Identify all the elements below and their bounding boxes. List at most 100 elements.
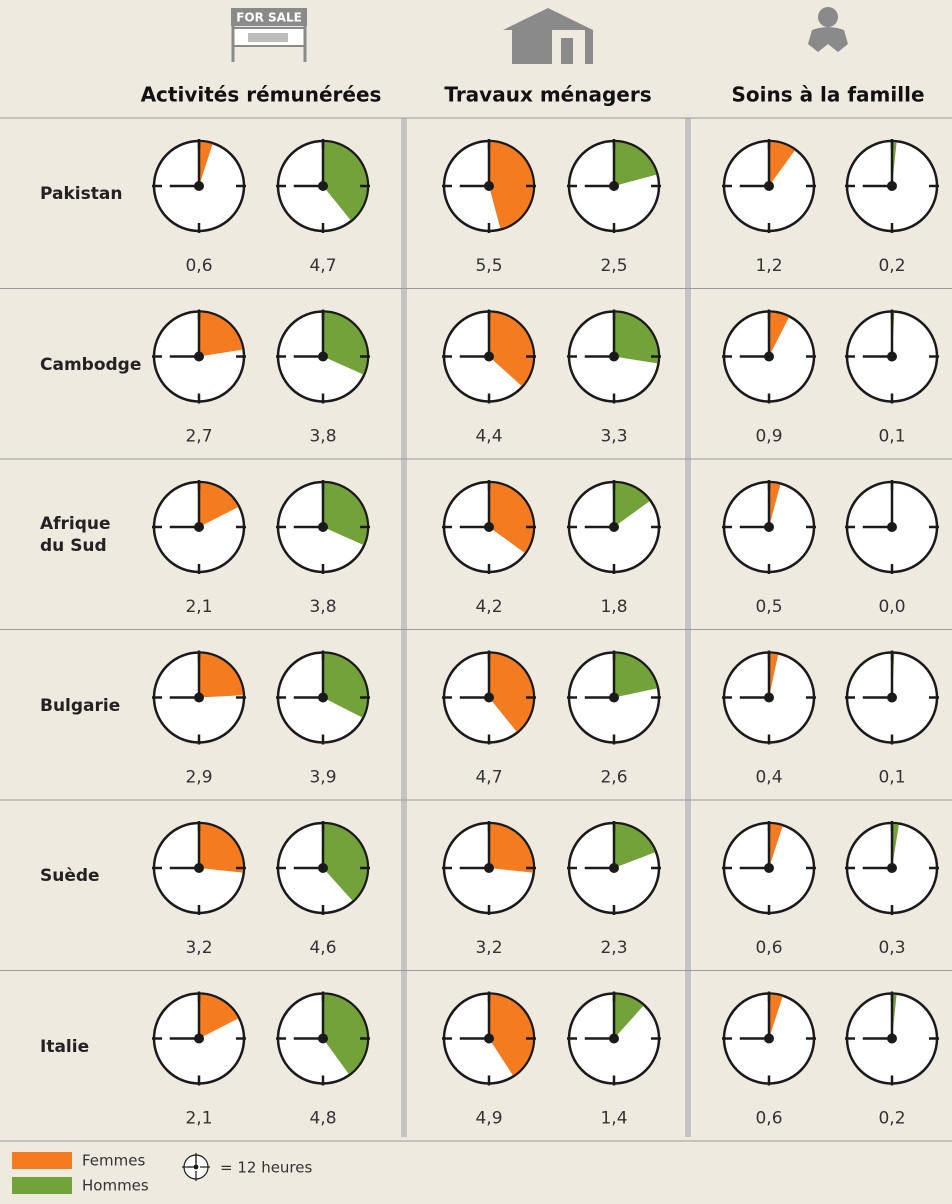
value-label: 0,1 (878, 427, 905, 447)
clock-center (318, 351, 328, 362)
clock-sector (489, 994, 533, 1076)
value-label: 1,8 (600, 597, 627, 617)
legend-swatch (12, 1177, 72, 1194)
value-label: 3,3 (600, 427, 627, 447)
clock-center (609, 1033, 619, 1044)
value-label: 0,6 (755, 1109, 782, 1129)
value-label: 3,8 (309, 427, 336, 447)
clock-sector (614, 824, 656, 868)
value-label: 5,5 (475, 256, 502, 276)
clock-sector (489, 824, 533, 873)
value-label: 2,6 (600, 768, 627, 788)
clock-center (484, 522, 494, 532)
clock-center (764, 863, 774, 873)
value-label: 0,1 (878, 768, 905, 788)
sale-sign-icon: FOR SALE (231, 8, 307, 62)
clock-center (194, 351, 204, 362)
clock-sector (614, 653, 658, 698)
clock-center (484, 1033, 494, 1044)
value-label: 2,5 (600, 256, 627, 276)
clock-center (484, 863, 494, 873)
baby-icon (808, 7, 848, 52)
row-label: Pakistan (40, 184, 123, 204)
clock-center (609, 522, 619, 532)
clock-center (609, 863, 619, 873)
value-label: 2,1 (185, 1109, 212, 1129)
column-separator (685, 118, 691, 1137)
clock-center (194, 522, 204, 532)
clock-sector (323, 653, 367, 718)
clock-sector (489, 653, 534, 732)
clock-center (887, 181, 897, 191)
clock-sector (489, 142, 533, 229)
clock-sector (489, 483, 533, 553)
clock-center (764, 1033, 774, 1044)
clock-sector (323, 142, 367, 221)
clock-center (194, 863, 204, 873)
value-label: 3,8 (309, 597, 336, 617)
clock-center (764, 351, 774, 362)
value-label: 0,6 (185, 256, 212, 276)
legend-label: Hommes (82, 1177, 149, 1195)
clock-sector (769, 142, 795, 186)
clock-sector (489, 312, 533, 386)
clock-sector (199, 994, 239, 1039)
clock-center (318, 863, 328, 873)
value-label: 3,9 (309, 768, 336, 788)
clock-sector (614, 994, 644, 1039)
clock-sector (199, 142, 213, 186)
value-label: 0,9 (755, 427, 782, 447)
clock-sector (769, 824, 783, 868)
value-label: 4,4 (475, 427, 502, 447)
value-label: 0,5 (755, 597, 782, 617)
clock-center (318, 522, 328, 532)
value-label: 0,4 (755, 768, 782, 788)
clock-sector (199, 483, 239, 527)
column-header: Soins à la famille (731, 83, 924, 107)
clock-center (484, 692, 494, 703)
row-label: Italie (40, 1036, 90, 1057)
value-label: 4,9 (475, 1109, 502, 1129)
scale-label: = 12 heures (220, 1159, 312, 1177)
clock-center (764, 692, 774, 703)
value-label: 3,2 (475, 938, 502, 958)
clock-center (609, 692, 619, 703)
clock-sector (892, 824, 899, 868)
row-label: Cambodge (40, 354, 142, 375)
clock-center (887, 1033, 897, 1044)
clock-center (318, 1033, 328, 1044)
value-label: 2,7 (185, 427, 212, 447)
clock-sector (614, 483, 650, 527)
clock-center (609, 181, 619, 191)
clock-center (194, 1033, 204, 1044)
clock-center (484, 351, 494, 362)
column-header: Activités rémunérées (141, 83, 382, 107)
value-label: 4,7 (309, 256, 336, 276)
legend-label: Femmes (82, 1152, 145, 1170)
value-label: 4,2 (475, 597, 502, 617)
value-label: 0,0 (878, 597, 905, 617)
value-label: 3,2 (185, 938, 212, 958)
value-label: 0,2 (878, 1109, 905, 1129)
clock-sector (199, 824, 244, 873)
sign-text: FOR SALE (236, 11, 302, 25)
clock-sector (769, 653, 779, 698)
value-label: 2,1 (185, 597, 212, 617)
clock-sector (769, 312, 789, 357)
clock-sector (323, 312, 368, 375)
clock-center (887, 863, 897, 873)
value-label: 2,9 (185, 768, 212, 788)
clock-center (887, 522, 897, 532)
clock-sector (769, 483, 781, 527)
value-label: 1,4 (600, 1109, 627, 1129)
clock-center (194, 692, 204, 703)
column-separator (401, 118, 407, 1137)
column-header: Travaux ménagers (444, 83, 651, 107)
value-label: 4,8 (309, 1109, 336, 1129)
clock-center (318, 181, 328, 191)
value-label: 0,6 (755, 938, 782, 958)
clock-sector (199, 312, 243, 357)
clock-sector (199, 653, 243, 698)
